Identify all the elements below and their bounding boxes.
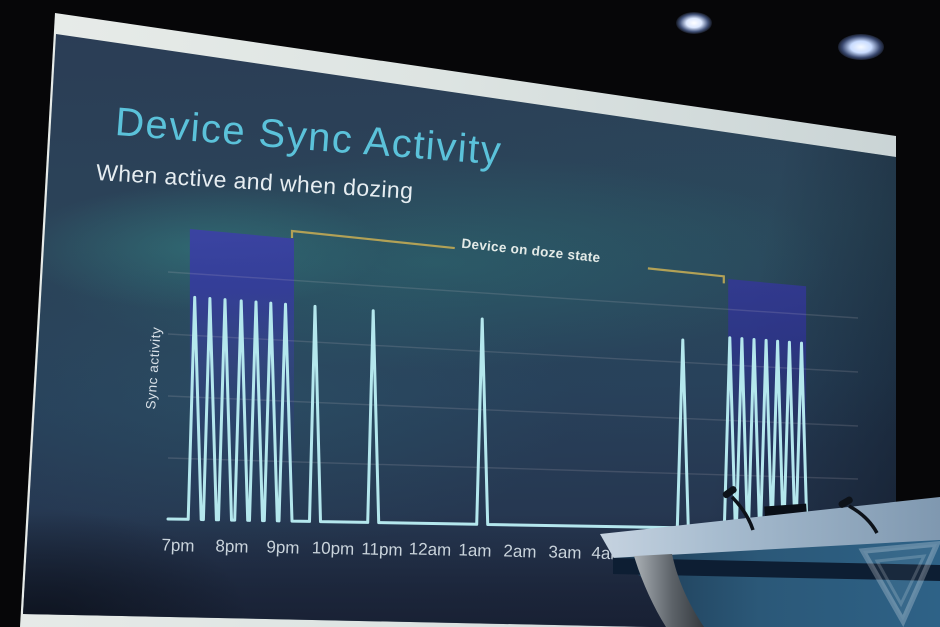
x-axis-tick-label: 12am [408, 539, 452, 561]
x-axis-tick-label: 3am [548, 542, 582, 563]
x-axis-tick-label: 1am [458, 540, 492, 561]
doze-bracket-line [647, 267, 725, 284]
gridline [167, 457, 859, 480]
gridline [167, 395, 859, 427]
x-axis-tick-label: 7pm [161, 535, 195, 556]
x-axis-tick-label: 8pm [215, 536, 249, 557]
x-axis-tick-label: 4am [591, 542, 625, 564]
x-axis-tick-label: 9pm [266, 537, 300, 558]
slide-subtitle: When active and when dozing [95, 159, 415, 204]
x-axis-tick-label: 11pm [361, 538, 403, 560]
gridline [167, 271, 859, 319]
doze-bracket-line [290, 229, 455, 250]
stage-light-icon [838, 34, 884, 60]
active-region-highlight [189, 228, 294, 524]
y-axis-label: Sync activity [143, 326, 164, 410]
gridline [167, 333, 859, 373]
x-axis-tick-label: 2am [503, 541, 537, 562]
x-axis-tick-label: 10pm [311, 538, 355, 559]
sync-spikes-trace [166, 295, 852, 533]
active-region-highlight [728, 279, 807, 532]
stage-light-icon [676, 12, 712, 34]
doze-state-annotation: Device on doze state [460, 235, 602, 266]
